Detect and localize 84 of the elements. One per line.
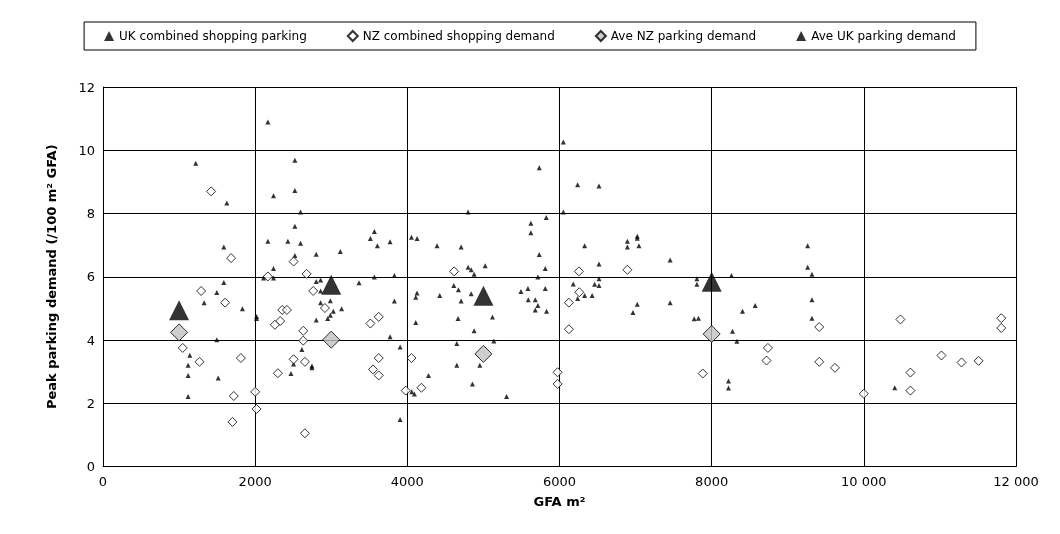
point bbox=[416, 382, 427, 393]
x-tick-label: 2000 bbox=[238, 473, 272, 489]
point bbox=[552, 378, 563, 389]
point bbox=[275, 316, 286, 327]
point bbox=[761, 355, 772, 366]
y-tick-label: 12 bbox=[78, 79, 95, 95]
point bbox=[697, 368, 708, 379]
y-tick-label: 4 bbox=[86, 332, 95, 348]
point bbox=[226, 253, 237, 264]
point bbox=[563, 324, 574, 335]
point bbox=[169, 300, 190, 321]
point bbox=[701, 271, 722, 292]
legend-label: NZ combined shopping demand bbox=[362, 29, 555, 43]
point bbox=[702, 324, 721, 343]
point bbox=[473, 285, 494, 306]
point bbox=[905, 367, 916, 378]
point bbox=[973, 355, 984, 366]
point bbox=[762, 342, 773, 353]
point bbox=[905, 385, 916, 396]
point bbox=[956, 357, 967, 368]
point bbox=[288, 354, 299, 365]
x-tick-label: 4000 bbox=[390, 473, 424, 489]
point bbox=[858, 388, 869, 399]
legend-label: Ave UK parking demand bbox=[811, 29, 956, 43]
point bbox=[177, 342, 188, 353]
point bbox=[281, 304, 292, 315]
point bbox=[262, 271, 273, 282]
point bbox=[563, 297, 574, 308]
point bbox=[830, 362, 840, 373]
point bbox=[996, 313, 1007, 324]
point bbox=[365, 318, 376, 329]
point bbox=[206, 186, 217, 197]
point bbox=[373, 311, 384, 322]
point bbox=[288, 256, 299, 267]
point bbox=[814, 356, 825, 367]
legend-label: Ave NZ parking demand bbox=[610, 29, 757, 43]
point bbox=[250, 386, 261, 397]
point bbox=[194, 356, 205, 367]
point bbox=[269, 319, 280, 330]
point bbox=[322, 330, 341, 349]
x-axis-title: GFA m² bbox=[533, 493, 586, 509]
y-tick-label: 6 bbox=[86, 269, 95, 285]
point bbox=[220, 297, 231, 308]
point bbox=[251, 403, 262, 414]
x-tick-label: 8000 bbox=[695, 473, 729, 489]
y-tick-label: 10 bbox=[78, 142, 95, 158]
point bbox=[373, 370, 384, 381]
point bbox=[170, 323, 189, 342]
point bbox=[573, 266, 584, 277]
point bbox=[373, 353, 384, 364]
point bbox=[449, 266, 460, 277]
point bbox=[996, 322, 1007, 333]
point bbox=[321, 274, 342, 295]
x-tick-label: 10 000 bbox=[841, 473, 887, 489]
point bbox=[272, 368, 283, 379]
point bbox=[936, 350, 947, 361]
point bbox=[400, 385, 411, 396]
point bbox=[474, 344, 493, 363]
point bbox=[814, 322, 825, 333]
point bbox=[227, 416, 238, 427]
point bbox=[368, 364, 379, 375]
point bbox=[552, 367, 563, 378]
point bbox=[228, 390, 239, 401]
point bbox=[319, 303, 330, 314]
x-tick-label: 0 bbox=[98, 473, 108, 489]
point bbox=[299, 356, 310, 367]
point bbox=[406, 353, 417, 364]
point bbox=[574, 287, 585, 298]
y-tick-label: 8 bbox=[86, 206, 95, 221]
y-tick-label: 2 bbox=[86, 395, 95, 411]
point bbox=[301, 268, 312, 279]
point bbox=[196, 285, 207, 296]
y-axis-title: Peak parking demand (/100 m² GFA) bbox=[44, 144, 59, 410]
point bbox=[235, 353, 246, 364]
x-tick-label: 6000 bbox=[542, 473, 577, 489]
x-tick-label: 12 000 bbox=[993, 473, 1039, 489]
point bbox=[298, 325, 309, 336]
point bbox=[308, 285, 319, 296]
legend-label: UK combined shopping parking bbox=[119, 29, 307, 43]
point bbox=[299, 428, 310, 439]
point bbox=[622, 264, 633, 275]
y-tick-label: 0 bbox=[86, 459, 95, 474]
point bbox=[895, 314, 906, 325]
point bbox=[298, 335, 309, 346]
